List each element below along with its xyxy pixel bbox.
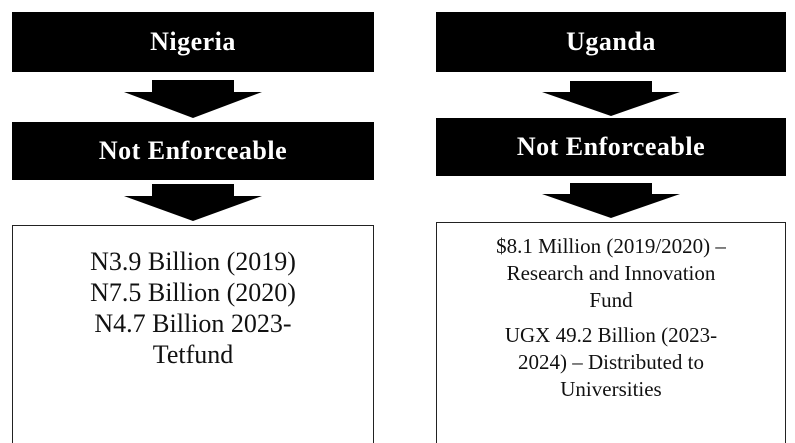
arrow [124,184,262,221]
funding-line: $8.1 Million (2019/2020) – [496,234,726,258]
arrow [124,80,262,118]
funding-line: Universities [560,377,662,401]
funding-line: Fund [589,288,633,312]
paragraph: $8.1 Million (2019/2020) – Research and I… [437,233,785,314]
funding-line: 2024) – Distributed to [517,350,705,374]
paragraph: UGX 49.2 Billion (2023- 2024) – Distribut… [437,322,785,403]
funding-line: N4.7 Billion 2023- [94,309,292,338]
funding-line: Tetfund [152,340,234,369]
status-header: Not Enforceable [12,122,374,180]
funding-line: N7.5 Billion (2020) [90,278,296,307]
funding-box: N3.9 Billion (2019) N7.5 Billion (2020) N4… [12,225,374,443]
funding-box: $8.1 Million (2019/2020) – Research and I… [436,222,786,443]
status-header: Not Enforceable [436,118,786,176]
arrow [542,81,680,116]
arrow [542,183,680,218]
paragraph: N3.9 Billion (2019) N7.5 Billion (2020) N4… [13,246,373,370]
country-header: Uganda [436,12,786,72]
funding-line: N3.9 Billion (2019) [90,247,296,276]
funding-line: Research and Innovation [506,261,716,285]
funding-line: UGX 49.2 Billion (2023- [504,323,718,347]
country-header: Nigeria [12,12,374,72]
